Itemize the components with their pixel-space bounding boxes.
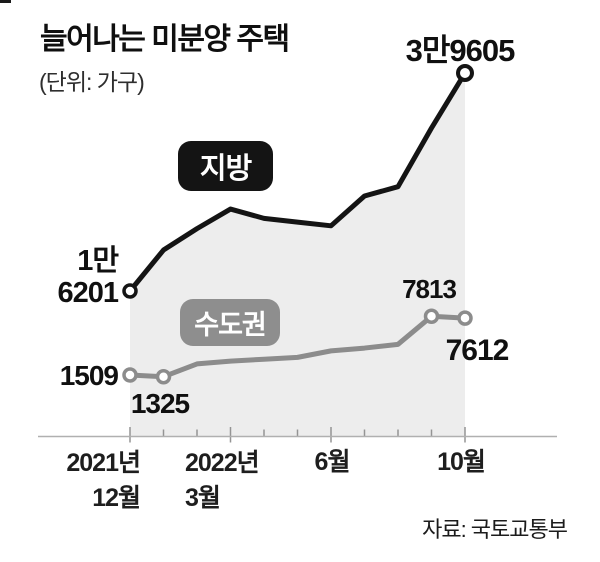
- page-title: 늘어나는 미분양 주택: [40, 23, 290, 56]
- data-point-marker: [122, 283, 138, 299]
- area-fill-jibang: [130, 73, 465, 437]
- x-axis-label-2022-03-line1: 2022년: [185, 449, 260, 477]
- data-label-sudogwon-peak: 7813: [402, 274, 457, 304]
- x-axis-label-2022-10: 10월: [437, 448, 486, 476]
- source-credit: 자료: 국토교통부: [422, 517, 568, 542]
- x-axis-label-2021-12-line2: 12월: [92, 484, 141, 512]
- data-label-jibang-start: 1만 6201: [28, 245, 119, 309]
- data-point-marker: [155, 368, 172, 385]
- data-point-marker: [122, 367, 138, 383]
- series-badge-jibang-label: 지방: [199, 153, 252, 185]
- x-axis-label-2021-12: 2021년 12월: [38, 446, 141, 516]
- line-jibang: [127, 70, 468, 294]
- data-point-marker: [456, 64, 474, 83]
- x-axis-label-2022-03: 2022년 3월: [185, 446, 295, 516]
- data-label-jibang-start-line2: 6201: [57, 277, 119, 309]
- series-badge-jibang: 지방: [178, 141, 273, 191]
- data-point-marker: [423, 308, 440, 325]
- line-sudogwon: [127, 313, 468, 380]
- x-axis-label-2022-03-line2: 3월: [185, 484, 221, 512]
- data-point-marker: [457, 310, 473, 326]
- x-axis-label-2021-12-line1: 2021년: [66, 449, 141, 477]
- data-label-jibang-end: 3만9605: [405, 33, 516, 68]
- data-label-jibang-start-line1: 1만: [77, 245, 119, 277]
- series-badge-sudogwon: 수도권: [180, 299, 280, 346]
- unit-note: (단위: 가구): [39, 69, 145, 95]
- data-label-sudogwon-start: 1509: [59, 360, 119, 391]
- data-label-sudogwon-end: 7612: [445, 334, 510, 367]
- corner-rule-mark: [0, 0, 11, 3]
- x-axis-label-2022-06: 6월: [314, 448, 351, 476]
- series-badge-sudogwon-label: 수도권: [194, 310, 267, 340]
- data-label-sudogwon-second: 1325: [130, 388, 190, 419]
